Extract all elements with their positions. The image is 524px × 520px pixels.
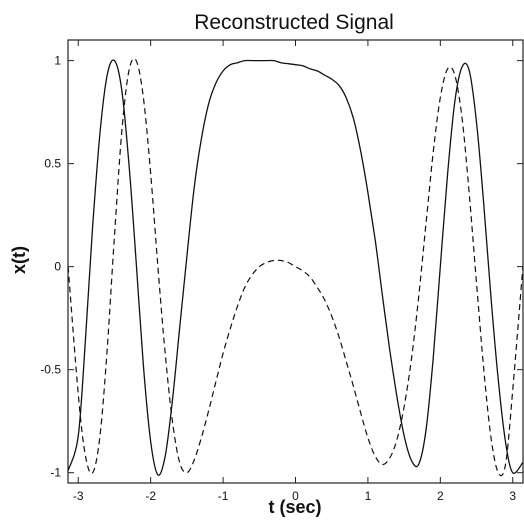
x-tick-label: 0 xyxy=(292,489,299,503)
y-axis-label: x(t) xyxy=(9,246,29,274)
x-tick-label: -3 xyxy=(73,489,84,503)
dashed-series-line xyxy=(67,58,524,477)
series-layer xyxy=(67,58,524,477)
x-tick-label: -1 xyxy=(218,489,229,503)
axis-ticks: -3 -2 -1 0 1 2 3 -1 -0.5 0 0.5 1 xyxy=(40,40,523,503)
y-tick-label: -1 xyxy=(50,466,61,480)
x-tick-label: 2 xyxy=(437,489,444,503)
y-tick-label: 0.5 xyxy=(44,157,61,171)
x-tick-label: 3 xyxy=(509,489,516,503)
y-tick-label: 1 xyxy=(54,54,61,68)
x-tick-label: 1 xyxy=(365,489,372,503)
chart-title: Reconstructed Signal xyxy=(194,11,394,34)
x-axis-label: t (sec) xyxy=(268,497,321,517)
y-tick-label: 0 xyxy=(54,260,61,274)
x-tick-label: -2 xyxy=(145,489,156,503)
solid-series-line xyxy=(67,59,524,476)
y-tick-label: -0.5 xyxy=(40,363,61,377)
